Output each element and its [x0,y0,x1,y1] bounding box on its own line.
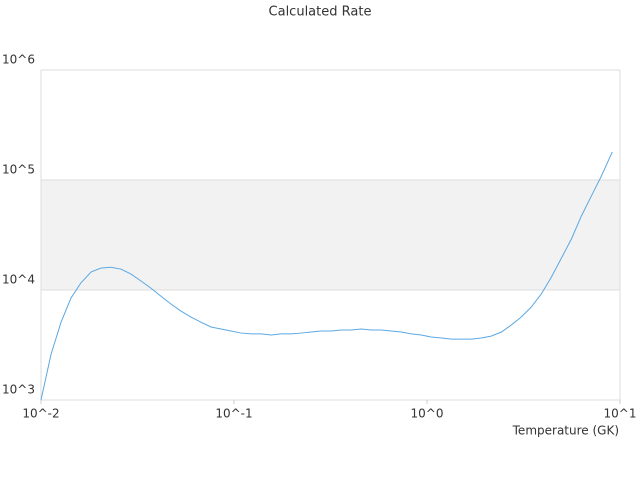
grid [41,69,620,401]
x-tick-label: 10^-2 [22,407,59,421]
y-tick-label: 10^6 [2,53,35,67]
y-tick-label: 10^5 [2,163,35,177]
y-tick-label: 10^3 [2,383,35,397]
grid-band [41,180,620,290]
chart-title: Calculated Rate [269,5,372,20]
y-tick-label: 10^4 [2,273,35,287]
line [40,151,613,401]
x-tick-label: 10^0 [411,407,444,421]
x-axis-label: Temperature (GK) [512,424,619,438]
x-tick-label: 10^-1 [215,407,252,421]
x-tick-label: 10^1 [604,407,637,421]
